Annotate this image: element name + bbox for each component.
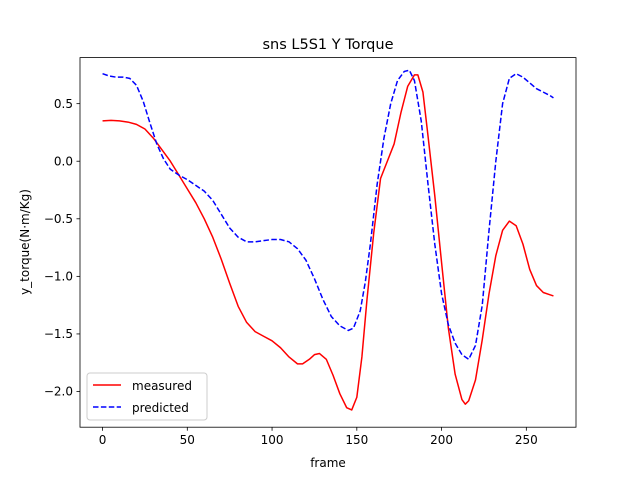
x-tick-label: 50 — [180, 433, 195, 447]
legend-label-measured: measured — [132, 379, 192, 393]
y-tick-label: −1.0 — [44, 270, 73, 284]
legend-label-predicted: predicted — [132, 401, 189, 415]
series-layer — [102, 69, 554, 411]
y-axis-ticks: −2.0 −1.5 −1.0 −0.5 0.0 0.5 — [44, 97, 80, 399]
x-tick-label: 250 — [515, 433, 538, 447]
y-axis-label: y_torque(N·m/Kg) — [18, 189, 32, 295]
y-tick-label: 0.5 — [54, 97, 73, 111]
series-line-measured — [102, 74, 554, 411]
y-tick-label: 0.0 — [54, 154, 73, 168]
x-axis-ticks: 0 50 100 150 200 250 — [99, 427, 538, 447]
x-tick-label: 150 — [345, 433, 368, 447]
series-line-predicted — [102, 69, 554, 361]
x-tick-label: 200 — [430, 433, 453, 447]
legend: measured predicted — [86, 372, 208, 421]
x-tick-label: 100 — [261, 433, 284, 447]
chart-title: sns L5S1 Y Torque — [262, 37, 393, 53]
plot-frame — [79, 57, 577, 428]
y-tick-label: −2.0 — [44, 385, 73, 399]
y-tick-label: −0.5 — [44, 212, 73, 226]
y-tick-label: −1.5 — [44, 327, 73, 341]
x-tick-label: 0 — [99, 433, 107, 447]
x-axis-label: frame — [310, 456, 346, 470]
